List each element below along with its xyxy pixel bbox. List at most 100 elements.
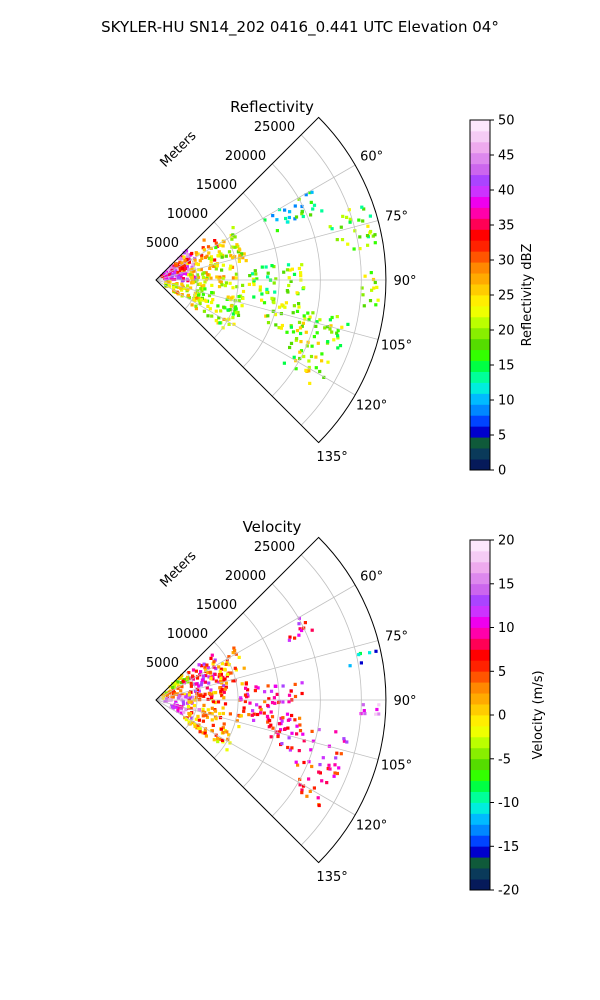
colorbar-band xyxy=(470,360,490,372)
colorbar-band xyxy=(470,725,490,738)
colorbar-band xyxy=(470,240,490,252)
reflectivity-echoes xyxy=(159,190,380,385)
reflectivity-colorbar-bands xyxy=(470,120,490,471)
colorbar-band xyxy=(470,426,490,438)
colorbar-band xyxy=(470,163,490,176)
reflectivity-colorbar-label: Reflectivity dBZ xyxy=(520,244,535,347)
colorbar-band xyxy=(470,627,490,639)
azimuth-spoke xyxy=(155,699,356,816)
range-tick-label: 20000 xyxy=(225,149,266,164)
colorbar-band xyxy=(470,174,490,187)
echo-cell xyxy=(263,190,324,233)
colorbar-tick-label: 15 xyxy=(498,359,515,374)
azimuth-tick-label: 75° xyxy=(385,630,408,645)
colorbar-band xyxy=(470,802,490,814)
colorbar-tick-label: 20 xyxy=(498,534,515,549)
range-tick-label: 25000 xyxy=(254,540,295,555)
colorbar-band xyxy=(470,868,490,880)
colorbar-band xyxy=(470,572,490,585)
colorbar-band xyxy=(470,758,490,771)
range-tick-label: 10000 xyxy=(167,627,208,642)
colorbar-band xyxy=(470,835,490,847)
colorbar-band xyxy=(470,824,490,836)
colorbar-band xyxy=(470,141,490,154)
colorbar-band xyxy=(470,747,490,760)
echo-cell xyxy=(328,205,377,251)
colorbar-band xyxy=(470,769,490,782)
colorbar-tick-label: 50 xyxy=(498,114,515,129)
colorbar-band xyxy=(470,857,490,869)
colorbar-band xyxy=(470,305,490,318)
azimuth-spoke xyxy=(155,640,379,701)
colorbar-band xyxy=(470,327,490,340)
azimuth-tick-label: 90° xyxy=(393,694,416,709)
range-tick-label: 10000 xyxy=(167,207,208,222)
colorbar-band xyxy=(470,561,490,574)
colorbar-band xyxy=(470,185,490,197)
reflectivity-grid xyxy=(155,116,387,444)
colorbar-tick-label: 30 xyxy=(498,254,515,269)
reflectivity-panel: Reflectivity Meters 5000 10000 15000 200… xyxy=(146,98,535,479)
colorbar-tick-label: 0 xyxy=(498,709,506,724)
colorbar-band xyxy=(470,550,490,563)
reflectivity-range-ticks: 5000 10000 15000 20000 25000 xyxy=(146,120,295,251)
range-tick-label: 20000 xyxy=(225,569,266,584)
velocity-colorbar-label: Velocity (m/s) xyxy=(531,670,546,759)
colorbar-band xyxy=(470,715,490,727)
azimuth-tick-label: 135° xyxy=(316,450,347,465)
range-tick-label: 15000 xyxy=(196,598,237,613)
range-tick-label: 25000 xyxy=(254,120,295,135)
colorbar-tick-label: -20 xyxy=(498,884,519,899)
colorbar-band xyxy=(470,459,490,471)
azimuth-spoke xyxy=(155,220,379,281)
azimuth-tick-label: 60° xyxy=(360,570,383,585)
echo-cell xyxy=(359,703,381,716)
echo-cell xyxy=(360,271,380,308)
colorbar-band xyxy=(470,448,490,460)
colorbar-band xyxy=(470,605,490,617)
reflectivity-azimuth-ticks: 60° 75° 90° 105° 120° 135° xyxy=(316,150,416,466)
colorbar-tick-label: 10 xyxy=(498,621,515,636)
colorbar-band xyxy=(470,791,490,803)
colorbar-band xyxy=(470,638,490,650)
colorbar-tick-label: -5 xyxy=(498,752,511,767)
colorbar-band xyxy=(470,120,490,132)
reflectivity-colorbar-ticks: 0 5 10 15 20 25 30 35 40 45 50 xyxy=(490,114,515,479)
colorbar-band xyxy=(470,218,490,230)
reflectivity-colorbar: 0 5 10 15 20 25 30 35 40 45 50 Reflectiv… xyxy=(469,114,535,479)
range-tick-label: 5000 xyxy=(146,656,179,671)
azimuth-tick-label: 75° xyxy=(385,210,408,225)
echo-cell xyxy=(183,704,243,752)
colorbar-tick-label: 20 xyxy=(498,324,515,339)
colorbar-band xyxy=(470,540,490,552)
velocity-panel: Velocity Meters 5000 10000 15000 20000 2… xyxy=(146,518,546,899)
echo-cell xyxy=(267,719,349,771)
echo-cell xyxy=(203,646,248,690)
azimuth-tick-label: 120° xyxy=(356,399,387,414)
colorbar-tick-label: 10 xyxy=(498,394,515,409)
sector-frame xyxy=(155,536,387,864)
azimuth-spoke xyxy=(155,699,379,760)
echo-cell xyxy=(287,616,314,642)
velocity-azimuth-ticks: 60° 75° 90° 105° 120° 135° xyxy=(316,570,416,886)
azimuth-spoke xyxy=(155,279,356,396)
colorbar-tick-label: 35 xyxy=(498,219,515,234)
colorbar-band xyxy=(470,229,490,241)
colorbar-band xyxy=(470,879,490,891)
colorbar-band xyxy=(470,682,490,694)
colorbar-tick-label: 40 xyxy=(498,184,515,199)
colorbar-band xyxy=(470,130,490,143)
colorbar-tick-label: 0 xyxy=(498,464,506,479)
colorbar-band xyxy=(470,196,490,208)
echo-cell xyxy=(190,287,245,330)
colorbar-tick-label: -15 xyxy=(498,840,519,855)
velocity-range-ticks: 5000 10000 15000 20000 25000 xyxy=(146,540,295,671)
azimuth-tick-label: 60° xyxy=(360,150,383,165)
colorbar-band xyxy=(470,284,490,296)
colorbar-band xyxy=(470,349,490,362)
colorbar-band xyxy=(470,251,490,263)
azimuth-tick-label: 105° xyxy=(381,758,412,773)
colorbar-band xyxy=(470,813,490,825)
reflectivity-range-axis-label: Meters xyxy=(158,128,200,170)
colorbar-tick-label: -10 xyxy=(498,796,519,811)
